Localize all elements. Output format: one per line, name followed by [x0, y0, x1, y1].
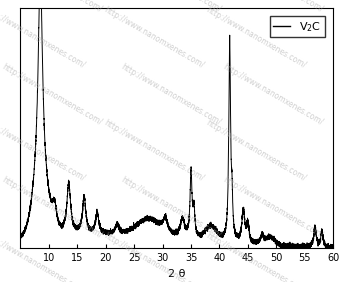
Text: http://www.nanomxenes.com/: http://www.nanomxenes.com/ [221, 62, 324, 127]
Text: http://www.nanomxenes.com/: http://www.nanomxenes.com/ [0, 175, 103, 240]
Text: http://www.nanomxenes.com/: http://www.nanomxenes.com/ [204, 118, 307, 183]
Text: http://www.nanomxenes.com/: http://www.nanomxenes.com/ [119, 62, 222, 127]
Text: http://www.nanomxenes.com/: http://www.nanomxenes.com/ [119, 0, 222, 14]
Text: http://www.nanomxenes.com/: http://www.nanomxenes.com/ [102, 6, 205, 70]
Text: http://www.nanomxenes.com/: http://www.nanomxenes.com/ [221, 0, 324, 14]
Text: http://www.nanomxenes.com/: http://www.nanomxenes.com/ [0, 62, 103, 127]
Text: http://www.nanomxenes.com/: http://www.nanomxenes.com/ [0, 231, 86, 282]
Text: http://www.nanomxenes.com/: http://www.nanomxenes.com/ [119, 175, 222, 240]
X-axis label: 2 θ: 2 θ [168, 268, 186, 279]
Text: http://www.nanomxenes.com/: http://www.nanomxenes.com/ [204, 6, 307, 70]
Text: http://www.nanomxenes.com/: http://www.nanomxenes.com/ [102, 118, 205, 183]
Legend: $\mathrm{V_2C}$: $\mathrm{V_2C}$ [270, 16, 324, 37]
Text: http://www.nanomxenes.com/: http://www.nanomxenes.com/ [0, 0, 103, 14]
Text: http://www.nanomxenes.com/: http://www.nanomxenes.com/ [204, 231, 307, 282]
Text: http://www.nanomxenes.com/: http://www.nanomxenes.com/ [102, 231, 205, 282]
Text: http://www.nanomxenes.com/: http://www.nanomxenes.com/ [0, 118, 86, 183]
Text: http://www.nanomxenes.com/: http://www.nanomxenes.com/ [0, 6, 86, 70]
Text: http://www.nanomxenes.com/: http://www.nanomxenes.com/ [221, 175, 324, 240]
